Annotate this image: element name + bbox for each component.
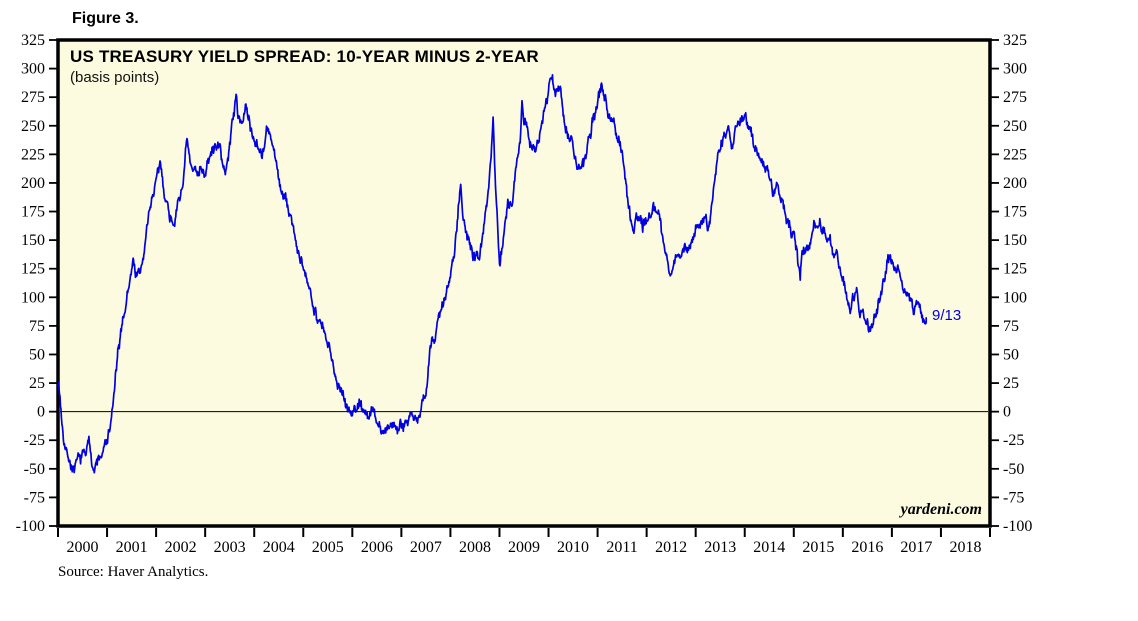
y-axis-tick-label-right: 75: [1003, 318, 1019, 335]
y-axis-tick-label-right: 175: [1003, 204, 1027, 221]
y-axis-tick-label-left: 175: [21, 204, 45, 221]
x-axis-year-label: 2000: [67, 539, 99, 556]
y-axis-tick-label-left: 300: [21, 61, 45, 78]
y-axis-tick-label-right: 150: [1003, 232, 1027, 249]
y-axis-tick-label-left: 125: [21, 261, 45, 278]
plot-area: [56, 38, 992, 528]
y-axis-tick-label-left: 0: [37, 404, 45, 421]
y-axis-tick-label-left: -100: [16, 518, 45, 535]
y-axis-tick-label-right: -100: [1003, 518, 1032, 535]
x-axis-year-label: 2015: [802, 539, 834, 556]
y-axis-tick-label-left: 75: [29, 318, 45, 335]
y-axis-tick-label-right: 0: [1003, 404, 1011, 421]
x-axis-year-label: 2008: [459, 539, 491, 556]
x-axis-year-label: 2002: [165, 539, 197, 556]
x-axis-year-label: 2012: [655, 539, 687, 556]
y-axis-tick-label-left: 275: [21, 89, 45, 106]
chart-subtitle: (basis points): [70, 69, 160, 86]
x-axis-year-label: 2011: [606, 539, 637, 556]
y-axis-tick-label-left: 25: [29, 375, 45, 392]
spread-line-series: [57, 74, 928, 474]
y-axis-tick-label-left: 325: [21, 32, 45, 49]
x-axis-year-label: 2003: [214, 539, 246, 556]
watermark-yardeni: yardeni.com: [900, 501, 982, 518]
y-axis-tick-label-left: 200: [21, 175, 45, 192]
y-axis-tick-label-right: 325: [1003, 32, 1027, 49]
y-axis-tick-label-right: -75: [1003, 489, 1024, 506]
x-axis-year-label: 2014: [753, 539, 785, 556]
y-axis-tick-label-right: 250: [1003, 118, 1027, 135]
y-axis-tick-label-right: -50: [1003, 461, 1024, 478]
chart-title: US TREASURY YIELD SPREAD: 10-YEAR MINUS …: [70, 47, 539, 66]
x-axis-year-label: 2018: [949, 539, 981, 556]
last-point-date-label: 9/13: [932, 307, 962, 324]
y-axis-tick-label-right: 225: [1003, 146, 1027, 163]
y-axis-tick-label-right: 200: [1003, 175, 1027, 192]
figure-label: Figure 3.: [72, 10, 139, 27]
x-axis-year-label: 2013: [704, 539, 736, 556]
y-axis-tick-label-left: 150: [21, 232, 45, 249]
x-axis-year-label: 2017: [900, 539, 932, 556]
y-axis-tick-label-left: -50: [24, 461, 45, 478]
y-axis-tick-label-left: 50: [29, 346, 45, 363]
y-axis-tick-label-left: -25: [24, 432, 45, 449]
y-axis-tick-label-right: 100: [1003, 289, 1027, 306]
y-axis-tick-label-left: 250: [21, 118, 45, 135]
y-axis-tick-label-right: 275: [1003, 89, 1027, 106]
x-axis-year-label: 2016: [851, 539, 883, 556]
y-axis-tick-label-right: 300: [1003, 61, 1027, 78]
x-axis-year-label: 2007: [410, 539, 442, 556]
x-axis-year-label: 2006: [361, 539, 393, 556]
y-axis-tick-label-left: 100: [21, 289, 45, 306]
y-axis-tick-label-right: 125: [1003, 261, 1027, 278]
x-axis-year-label: 2004: [263, 539, 295, 556]
x-axis-year-label: 2010: [557, 539, 589, 556]
y-axis-tick-label-left: 225: [21, 146, 45, 163]
x-axis-year-label: 2001: [116, 539, 148, 556]
x-axis-year-label: 2009: [508, 539, 540, 556]
y-axis-tick-label-right: -25: [1003, 432, 1024, 449]
x-axis-year-label: 2005: [312, 539, 344, 556]
y-axis-tick-label-right: 25: [1003, 375, 1019, 392]
y-axis-tick-label-right: 50: [1003, 346, 1019, 363]
source-note: Source: Haver Analytics.: [58, 564, 209, 580]
y-axis-tick-label-left: -75: [24, 489, 45, 506]
